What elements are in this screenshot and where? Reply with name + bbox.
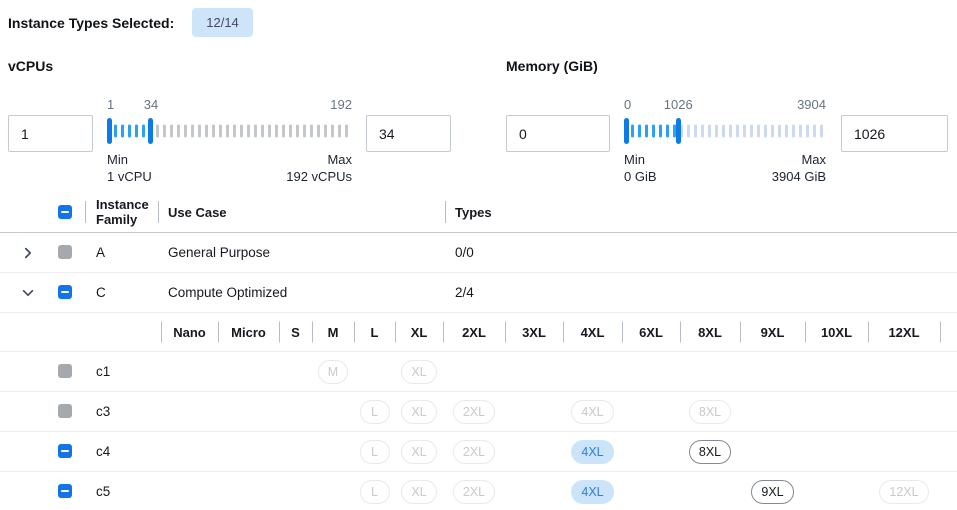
size-column-6xl: 6XL [622, 325, 680, 340]
table-header-row: Instance Family Use Case Types [0, 192, 957, 233]
memory-min-input[interactable] [506, 115, 610, 152]
slider-max-caption: 3904 GiB [771, 169, 826, 184]
size-column-2xl: 2XL [443, 325, 505, 340]
size-pill-c5-xl: XL [401, 479, 437, 504]
instance-type-row-c3: c3 L XL 2XL 4XL 8XL [0, 392, 957, 432]
slider-min-label: Min [624, 152, 645, 167]
instance-type-row-c4: c4 L XL 2XL 4XL 8XL [0, 432, 957, 472]
size-pill-c4-4xl[interactable]: 4XL [571, 439, 614, 464]
slider-scale-labels: 0 1026 3904 [624, 97, 826, 112]
size-column-12xl: 12XL [868, 325, 940, 340]
vcpus-max-input[interactable] [366, 115, 451, 152]
select-all-checkbox[interactable] [57, 204, 72, 219]
slider-handle-max[interactable] [148, 118, 154, 144]
slider-min-caption: 1 vCPU [107, 169, 152, 184]
slider-min-caption: 0 GiB [624, 169, 657, 184]
size-column-10xl: 10XL [805, 325, 868, 340]
instance-type-name: c4 [96, 444, 111, 459]
size-pill-c1-m: M [317, 359, 349, 384]
instance-family-table: Instance Family Use Case Types A General … [0, 192, 957, 510]
family-row-a: A General Purpose 0/0 [0, 233, 957, 273]
family-name: C [96, 285, 106, 300]
size-pill-c4-l: L [359, 439, 390, 464]
vcpus-range-slider[interactable]: 1 34 192 Min Max 1 vCPU 192 vCPUs [107, 97, 352, 185]
slider-max-caption: 192 vCPUs [286, 169, 352, 184]
slider-track [624, 117, 826, 145]
family-name: A [96, 245, 106, 260]
size-column-m: M [312, 325, 354, 340]
size-pill-c1-xl: XL [401, 359, 437, 384]
vcpus-min-input[interactable] [8, 115, 93, 152]
slider-max-label: Max [801, 152, 826, 167]
instance-type-name: c1 [96, 364, 111, 379]
column-header-use-case: Use Case [158, 205, 445, 220]
size-pill-c3-l: L [359, 399, 390, 424]
vcpus-filter: vCPUs 1 34 192 Min Max 1 vCPU 192 vCPUs [8, 58, 451, 184]
type-checkbox-c1 [57, 364, 72, 379]
instance-type-name: c5 [96, 484, 111, 499]
memory-range-slider[interactable]: 0 1026 3904 Min Max 0 GiB 3904 GiB [624, 97, 826, 185]
size-column-nano: Nano [161, 325, 218, 340]
size-pill-c3-2xl: 2XL [452, 399, 496, 424]
use-case: Compute Optimized [168, 285, 288, 300]
instance-type-name: c3 [96, 404, 111, 419]
instance-type-row-c5: c5 L XL 2XL 4XL 9XL 12XL [0, 472, 957, 510]
size-column-xl: XL [395, 325, 443, 340]
slider-handle-min[interactable] [107, 118, 112, 144]
column-header-types: Types [445, 205, 957, 220]
family-checkbox-c[interactable] [57, 285, 72, 300]
size-column-3xl: 3XL [505, 325, 563, 340]
slider-max-label: Max [327, 152, 352, 167]
size-pill-c5-12xl: 12XL [879, 479, 929, 504]
types-count: 0/0 [455, 245, 474, 260]
type-checkbox-c4[interactable] [57, 444, 72, 459]
memory-max-input[interactable] [841, 115, 948, 152]
family-checkbox-a [57, 245, 72, 260]
types-count: 2/4 [455, 285, 474, 300]
size-column-micro: Micro [218, 325, 279, 340]
type-checkbox-c5[interactable] [57, 484, 72, 499]
type-checkbox-c3 [57, 404, 72, 419]
size-pill-c4-8xl[interactable]: 8XL [688, 439, 732, 464]
use-case: General Purpose [168, 245, 271, 260]
size-column-4xl: 4XL [563, 325, 622, 340]
memory-filter-title: Memory (GiB) [506, 58, 598, 74]
selected-count-label: Instance Types Selected: [8, 14, 175, 31]
slider-handle-min[interactable] [624, 118, 629, 144]
size-pill-c4-xl: XL [401, 439, 437, 464]
slider-handle-max[interactable] [675, 118, 681, 144]
size-pill-c3-4xl: 4XL [571, 399, 614, 424]
size-pill-c5-9xl[interactable]: 9XL [751, 479, 794, 504]
size-column-l: L [354, 325, 395, 340]
size-pill-c5-l: L [359, 479, 390, 504]
family-row-c: C Compute Optimized 2/4 [0, 273, 957, 313]
selected-summary: Instance Types Selected: 12/14 [8, 8, 253, 37]
size-column-s: S [279, 325, 312, 340]
slider-min-label: Min [107, 152, 128, 167]
size-column-9xl: 9XL [740, 325, 805, 340]
slider-track [107, 117, 352, 145]
slider-scale-labels: 1 34 192 [107, 97, 352, 112]
size-pill-c5-4xl[interactable]: 4XL [571, 479, 614, 504]
size-pill-c5-2xl: 2XL [452, 479, 496, 504]
size-pill-c4-2xl: 2XL [452, 439, 496, 464]
size-pill-c3-xl: XL [401, 399, 437, 424]
instance-type-row-c1: c1 M XL [0, 352, 957, 392]
size-header-row: Nano Micro S M L XL 2XL 3XL 4XL 6XL 8XL 9XL 10XL 12XL [0, 313, 957, 352]
size-column-8xl: 8XL [680, 325, 740, 340]
collapse-row-button[interactable] [14, 279, 42, 307]
vcpus-filter-title: vCPUs [8, 58, 54, 74]
memory-filter: Memory (GiB) 0 1026 3904 Min Max 0 GiB 390… [506, 58, 951, 184]
expand-row-button[interactable] [14, 239, 42, 267]
selected-count-badge: 12/14 [192, 8, 253, 37]
size-pill-c3-8xl: 8XL [688, 399, 732, 424]
column-header-instance-family: Instance Family [85, 197, 158, 227]
